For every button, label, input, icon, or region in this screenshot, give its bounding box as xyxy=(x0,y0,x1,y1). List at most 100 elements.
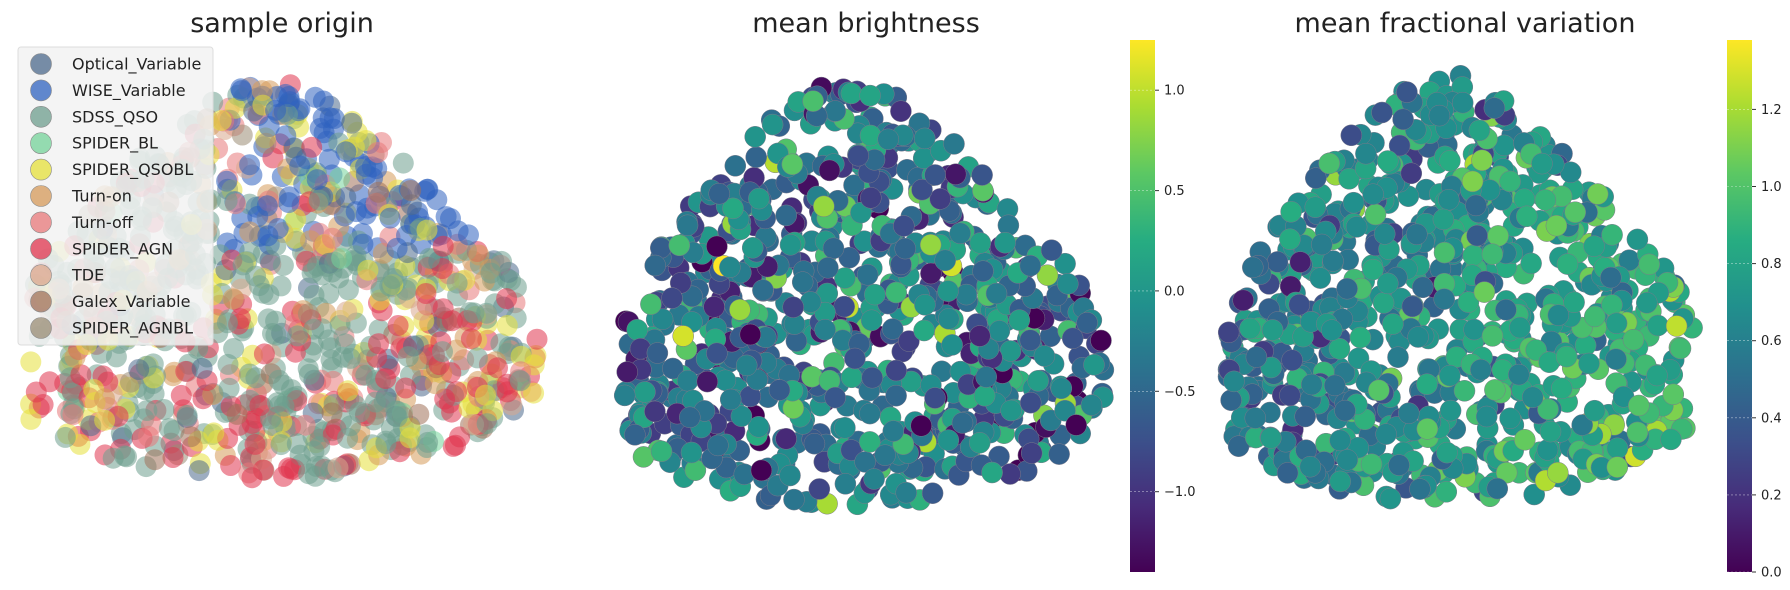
scatter-point xyxy=(651,308,674,330)
scatter-point xyxy=(300,230,321,252)
scatter-point xyxy=(1606,456,1629,478)
scatter-point xyxy=(1457,291,1480,313)
scatter-point xyxy=(801,365,823,388)
scatter-point xyxy=(1065,414,1087,436)
scatter-point xyxy=(679,406,701,429)
scatter-point xyxy=(312,90,334,112)
scatter-point xyxy=(1336,449,1359,471)
scatter-point xyxy=(1563,291,1585,314)
scatter-point xyxy=(415,283,437,304)
legend-label: Turn-off xyxy=(71,213,134,232)
scatter-point xyxy=(1266,251,1289,273)
scatter-point xyxy=(744,126,766,148)
scatter-point xyxy=(339,347,361,369)
scatter-point xyxy=(919,234,942,256)
scatter-point xyxy=(741,237,764,259)
colorbar-tick-label: 0.5 xyxy=(1164,184,1185,199)
legend-label: Optical_Variable xyxy=(72,55,201,75)
scatter-point xyxy=(1428,104,1451,127)
scatter-point xyxy=(861,366,883,389)
scatter-point xyxy=(1261,319,1284,341)
scatter-point xyxy=(1487,225,1509,247)
scatter-point xyxy=(1514,429,1536,451)
scatter-point xyxy=(1355,142,1377,165)
scatter-point xyxy=(752,279,774,301)
scatter-point xyxy=(318,148,340,170)
scatter-point xyxy=(258,284,280,306)
scatter-point xyxy=(1019,329,1042,351)
scatter-point xyxy=(301,262,323,284)
scatter-point xyxy=(1379,487,1402,510)
scatter-point xyxy=(241,467,263,489)
scatter-point xyxy=(1260,427,1282,449)
scatter-point xyxy=(1534,189,1557,211)
scatter-point xyxy=(1300,373,1323,396)
scatter-point xyxy=(1520,252,1542,275)
scatter-point xyxy=(203,422,225,444)
scatter-point xyxy=(1626,421,1649,444)
scatter-point xyxy=(1340,124,1363,147)
scatter-point xyxy=(1481,325,1504,347)
scatter-point xyxy=(971,164,993,186)
colorbar-tick-label: 0.4 xyxy=(1761,411,1782,426)
scatter-point xyxy=(1223,370,1245,393)
scatter-point xyxy=(286,325,308,347)
scatter-point xyxy=(435,206,457,228)
scatter-point xyxy=(210,110,232,131)
scatter-point xyxy=(969,325,991,347)
scatter-point xyxy=(1336,277,1358,300)
scatter-point xyxy=(730,405,753,427)
scatter-point xyxy=(874,444,896,466)
scatter-point xyxy=(255,132,277,154)
scatter-point xyxy=(894,237,916,260)
scatter-point xyxy=(1061,327,1084,350)
scatter-point xyxy=(890,100,912,122)
scatter-point xyxy=(138,425,159,447)
colorbar-tick-label: 0.8 xyxy=(1761,257,1782,272)
scatter-point xyxy=(1486,477,1509,500)
scatter-point xyxy=(375,433,397,455)
scatter-point xyxy=(803,432,826,455)
colorbar-tick-label: 1.0 xyxy=(1164,84,1185,99)
scatter-point xyxy=(802,90,824,112)
scatter-point xyxy=(818,159,841,182)
scatter-point xyxy=(1483,97,1506,119)
scatter-point xyxy=(20,408,42,430)
scatter-point xyxy=(94,409,116,431)
legend-label: Turn-on xyxy=(71,187,132,206)
scatter-point xyxy=(308,189,330,211)
title-mean-fractional-variation: mean fractional variation xyxy=(1295,8,1636,39)
scatter-point xyxy=(1662,383,1685,406)
scatter-point xyxy=(367,181,389,203)
scatter-point xyxy=(1008,309,1031,331)
colorbar-gradient xyxy=(1130,40,1155,572)
legend-marker-optical-variable xyxy=(30,53,52,75)
scatter-point xyxy=(1481,243,1504,265)
scatter-point xyxy=(446,272,468,294)
scatter-point xyxy=(1660,428,1682,451)
scatter-point xyxy=(885,359,907,382)
legend-label: SPIDER_BL xyxy=(72,134,158,154)
scatter-point xyxy=(1076,312,1098,334)
scatter-point xyxy=(327,457,349,479)
scatter-point xyxy=(253,343,275,365)
scatter-point xyxy=(944,163,967,185)
scatter-point xyxy=(20,351,42,373)
scatter-point xyxy=(937,308,960,330)
colorbar-mean-brightness: −1.0 −0.5 0.0 0.5 1.0 xyxy=(1130,40,1196,572)
scatter-point xyxy=(1349,326,1372,349)
title-sample-origin: sample origin xyxy=(190,8,374,39)
scatter-point xyxy=(783,488,805,511)
scatter-point xyxy=(1342,191,1365,214)
scatter-point xyxy=(382,268,404,289)
scatter-point xyxy=(999,340,1022,362)
scatter-point xyxy=(1555,345,1578,368)
scatter-point xyxy=(981,461,1003,484)
legend-label: Galex_Variable xyxy=(72,292,190,312)
scatter-point xyxy=(833,295,855,318)
scatter-point xyxy=(265,310,287,332)
scatter-point xyxy=(1574,334,1597,357)
scatter-point xyxy=(1299,455,1322,478)
scatter-point xyxy=(424,373,446,395)
scatter-point xyxy=(487,357,508,379)
